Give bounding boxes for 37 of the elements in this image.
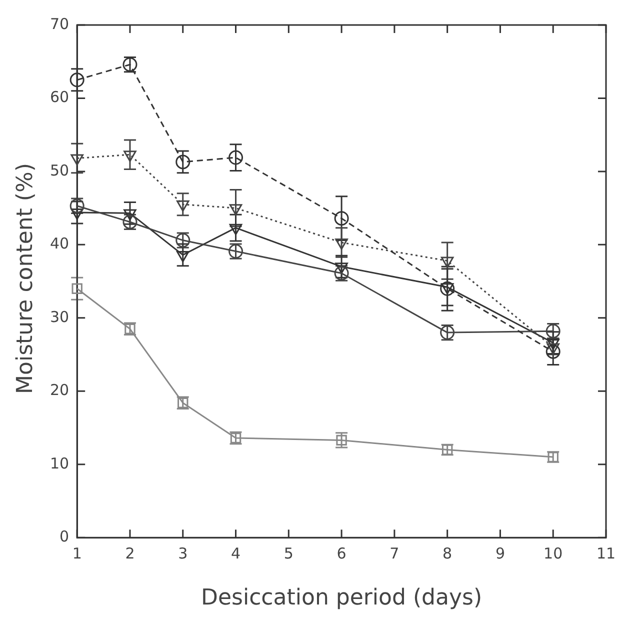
point: [546, 323, 560, 340]
point: [229, 224, 242, 236]
y-tick-label: 30: [50, 308, 70, 326]
x-tick-label: 11: [596, 544, 616, 562]
x-tick-label: 8: [442, 544, 452, 562]
point: [124, 150, 136, 162]
x-tick-label: 3: [178, 544, 188, 562]
x-tick-label: 5: [284, 544, 294, 562]
point: [440, 256, 454, 268]
point: [176, 250, 190, 262]
y-tick-label: 50: [50, 161, 70, 180]
y-tick-label: 10: [50, 454, 70, 472]
point: [176, 200, 190, 212]
point: [335, 262, 348, 274]
point: [546, 343, 560, 354]
point: [335, 238, 348, 250]
x-tick-label: 2: [125, 544, 135, 562]
y-tick-label: 60: [50, 88, 70, 106]
x-tick-label: 1: [72, 544, 82, 562]
point: [124, 209, 136, 220]
point: [229, 204, 242, 216]
point: [334, 211, 349, 226]
y-tick-label: 0: [60, 527, 70, 546]
point: [176, 154, 190, 170]
x-tick-label: 9: [495, 544, 505, 562]
point: [228, 150, 244, 165]
y-tick-label: 40: [50, 234, 70, 253]
y-tick-label: 70: [50, 14, 70, 33]
x-tick-label: 4: [230, 544, 241, 562]
y-tick-label: 20: [50, 381, 70, 400]
x-tick-label: 7: [390, 544, 400, 562]
x-axis-title: Desiccation period (days): [201, 586, 482, 611]
x-tick-label: 10: [544, 544, 563, 562]
x-tick-label: 6: [336, 544, 346, 562]
point: [546, 344, 560, 359]
point: [546, 338, 560, 350]
y-axis-title: Moisture content (%): [12, 162, 38, 394]
